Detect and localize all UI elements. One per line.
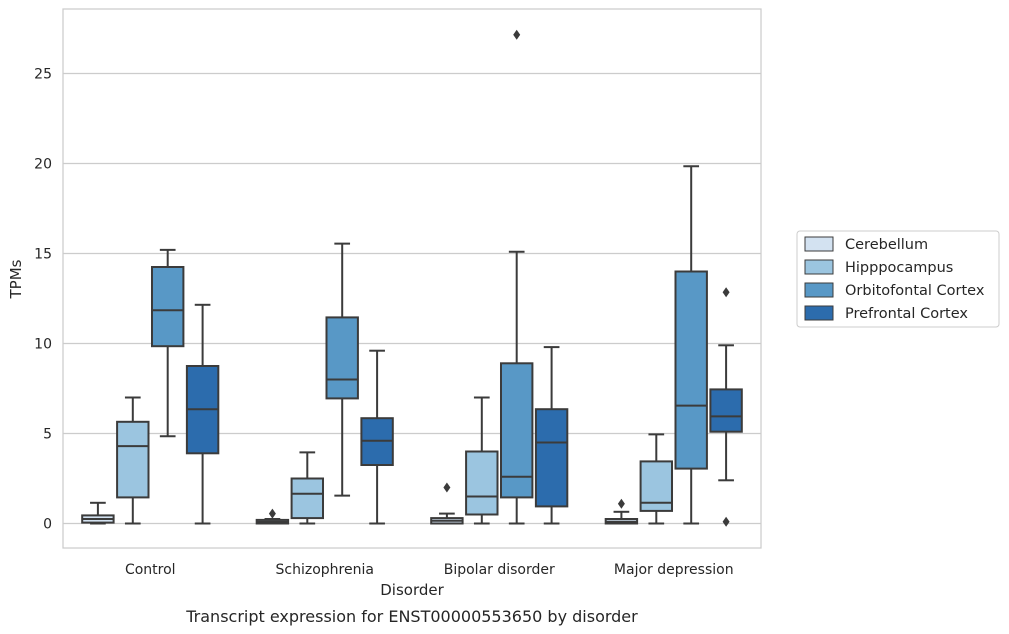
box-iqr xyxy=(290,477,325,520)
box-group xyxy=(116,396,150,525)
legend-label: Prefrontal Cortex xyxy=(845,306,968,322)
outlier-point xyxy=(268,508,276,519)
box-group xyxy=(639,433,674,525)
box-iqr xyxy=(709,388,743,433)
box-iqr xyxy=(534,408,569,508)
legend-swatch xyxy=(804,259,834,275)
box-iqr xyxy=(150,266,185,348)
x-axis-label: Disorder xyxy=(380,581,444,599)
x-tick-labels: Control Schizophrenia Bipolar disorder Majo… xyxy=(125,562,734,578)
box-group xyxy=(150,248,185,438)
outlier-point xyxy=(722,287,730,298)
legend-label: Hipppocampus xyxy=(845,260,953,276)
y-tick-label: 10 xyxy=(34,337,52,353)
y-tick-label: 0 xyxy=(43,517,52,533)
legend-frame xyxy=(796,230,1000,328)
box-group xyxy=(674,165,708,525)
legend: Cerebellum Hipppocampus Orbitofontal Corte… xyxy=(796,230,1000,328)
box-group xyxy=(430,482,464,525)
box-iqr xyxy=(465,450,499,516)
box-group xyxy=(325,242,359,497)
box-group xyxy=(709,287,743,527)
y-tick-label: 15 xyxy=(34,247,52,263)
y-tick-labels: 0 5 10 15 20 25 xyxy=(34,67,52,533)
legend-swatch xyxy=(804,282,834,298)
box-iqr xyxy=(325,316,359,400)
box-iqr xyxy=(674,270,708,470)
box-group xyxy=(499,29,534,525)
outlier-point xyxy=(722,516,730,527)
outlier-point xyxy=(617,498,625,509)
plot-frame xyxy=(62,8,762,549)
y-tick-label: 5 xyxy=(43,427,52,443)
legend-label: Cerebellum xyxy=(845,237,928,253)
legend-label: Orbitofontal Cortex xyxy=(845,283,985,299)
box-layer xyxy=(81,29,743,527)
box-iqr xyxy=(499,362,534,499)
box-group xyxy=(81,501,115,525)
x-tick-label: Major depression xyxy=(614,562,734,578)
box-group xyxy=(360,349,394,525)
legend-swatch xyxy=(804,236,834,252)
legend-swatch xyxy=(804,305,834,321)
chart-caption: Transcript expression for ENST0000055365… xyxy=(185,607,638,626)
box-group xyxy=(255,508,290,525)
x-tick-label: Bipolar disorder xyxy=(444,562,555,578)
box-group xyxy=(185,303,220,525)
box-group xyxy=(534,346,569,525)
outlier-point xyxy=(443,482,451,493)
y-axis-label: TPMs xyxy=(7,259,25,299)
y-tick-label: 20 xyxy=(34,157,52,173)
y-tick-label: 25 xyxy=(34,67,52,83)
outlier-point xyxy=(513,29,521,40)
box-iqr xyxy=(116,420,150,499)
box-group xyxy=(604,498,639,525)
x-tick-label: Schizophrenia xyxy=(276,562,374,578)
box-group xyxy=(465,396,499,525)
x-tick-label: Control xyxy=(125,562,176,578)
box-group xyxy=(290,451,325,525)
